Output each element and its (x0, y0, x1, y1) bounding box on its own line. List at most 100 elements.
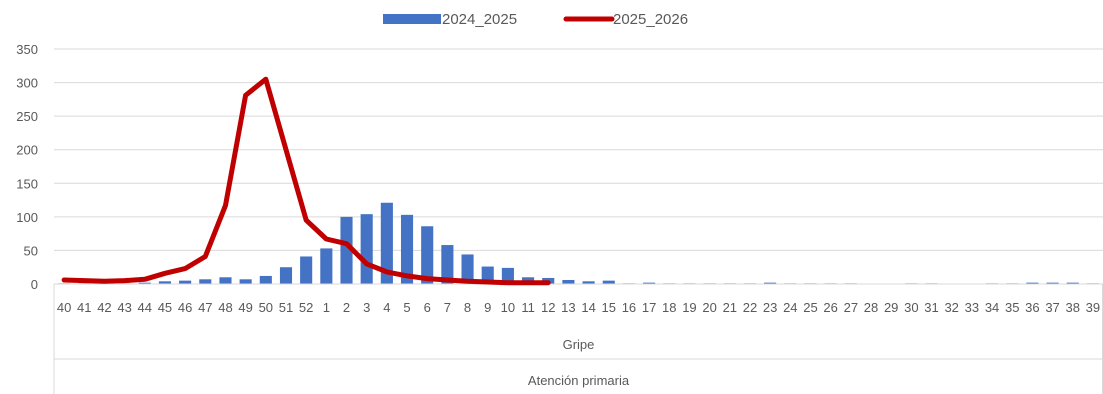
bar (340, 216, 353, 284)
x-tick-label: 40 (57, 300, 71, 315)
x-tick-label: 18 (662, 300, 676, 315)
bar (199, 279, 212, 284)
bar (158, 281, 172, 284)
x-tick-label: 2 (343, 300, 350, 315)
gridlines (54, 48, 1103, 251)
bar (219, 277, 232, 284)
x-axis-group-label: Atención primaria (528, 373, 630, 388)
bar (279, 267, 293, 284)
x-tick-label: 42 (97, 300, 111, 315)
bar (1066, 282, 1079, 284)
legend-label: 2024_2025 (442, 11, 517, 28)
x-tick-label: 32 (944, 300, 958, 315)
y-tick-label: 0 (31, 277, 38, 292)
x-tick-label: 34 (985, 300, 999, 315)
x-tick-label: 12 (541, 300, 555, 315)
legend: 2024_2025 2025_2026 (383, 11, 688, 28)
x-tick-label: 21 (723, 300, 737, 315)
x-tick-label: 24 (783, 300, 797, 315)
bar (441, 245, 454, 284)
bar (380, 202, 393, 284)
bar (360, 214, 373, 284)
x-tick-label: 3 (363, 300, 370, 315)
bar (582, 281, 595, 284)
bar (1046, 282, 1059, 284)
x-tick-label: 50 (259, 300, 273, 315)
x-tick-label: 25 (803, 300, 817, 315)
x-tick-label: 43 (117, 300, 131, 315)
y-tick-label: 50 (24, 243, 38, 258)
x-tick-label: 4 (383, 300, 390, 315)
x-tick-label: 23 (763, 300, 777, 315)
x-tick-label: 5 (403, 300, 410, 315)
x-tick-label: 45 (158, 300, 172, 315)
legend-label: 2025_2026 (613, 11, 688, 28)
y-tick-label: 250 (16, 109, 38, 124)
x-tick-label: 35 (1005, 300, 1019, 315)
x-tick-label: 15 (602, 300, 616, 315)
x-tick-label: 26 (823, 300, 837, 315)
x-tick-label: 29 (884, 300, 898, 315)
legend-swatch-bar (383, 14, 441, 24)
bar (259, 275, 272, 284)
x-tick-label: 14 (581, 300, 595, 315)
bar-series (58, 202, 1099, 284)
x-tick-label: 1 (323, 300, 330, 315)
bar (138, 282, 151, 284)
x-tick-label: 17 (642, 300, 656, 315)
line-2025-2026 (61, 76, 551, 286)
x-tick-label: 36 (1025, 300, 1039, 315)
x-tick-label: 10 (501, 300, 515, 315)
x-tick-label: 19 (682, 300, 696, 315)
x-tick-label: 13 (561, 300, 575, 315)
y-tick-label: 100 (16, 210, 38, 225)
y-tick-label: 150 (16, 176, 38, 191)
x-tick-label: 51 (279, 300, 293, 315)
x-tick-label: 44 (138, 300, 152, 315)
x-axis-ticks: 40 41 42 43 44 45 46 47 48 49 50 51 52 1 2 3 4 5 6 7 8 9 10 11 1… (57, 300, 1100, 315)
y-axis-ticks: 0 50 100 150 200 250 300 350 (16, 42, 38, 292)
x-axis-group-label: Gripe (563, 337, 595, 352)
bar (501, 267, 514, 284)
x-tick-label: 8 (464, 300, 471, 315)
x-tick-label: 9 (484, 300, 491, 315)
x-tick-label: 37 (1045, 300, 1059, 315)
bar (461, 254, 474, 284)
line-series (61, 76, 551, 286)
bar (643, 282, 656, 284)
x-tick-label: 47 (198, 300, 212, 315)
x-tick-label: 16 (622, 300, 636, 315)
x-tick-label: 41 (77, 300, 91, 315)
x-tick-label: 48 (218, 300, 232, 315)
x-tick-label: 30 (904, 300, 918, 315)
bar (1026, 282, 1039, 284)
x-tick-label: 38 (1066, 300, 1080, 315)
bar (300, 256, 313, 284)
x-tick-label: 6 (424, 300, 431, 315)
y-tick-label: 350 (16, 42, 38, 57)
bar (239, 279, 252, 284)
bar (764, 282, 777, 284)
bar (562, 279, 575, 284)
bar (602, 280, 615, 284)
x-tick-label: 39 (1086, 300, 1100, 315)
y-tick-label: 300 (16, 76, 38, 91)
x-tick-label: 20 (702, 300, 716, 315)
bar (400, 214, 414, 284)
x-tick-label: 52 (299, 300, 313, 315)
x-tick-label: 46 (178, 300, 192, 315)
x-tick-label: 28 (864, 300, 878, 315)
y-tick-label: 200 (16, 143, 38, 158)
x-tick-label: 7 (444, 300, 451, 315)
x-tick-label: 33 (965, 300, 979, 315)
bar (320, 248, 333, 284)
x-tick-label: 22 (743, 300, 757, 315)
bar (421, 226, 434, 284)
x-tick-label: 49 (238, 300, 252, 315)
x-tick-label: 11 (521, 300, 535, 315)
x-tick-label: 27 (844, 300, 858, 315)
bar (179, 280, 192, 284)
x-tick-label: 31 (924, 300, 938, 315)
